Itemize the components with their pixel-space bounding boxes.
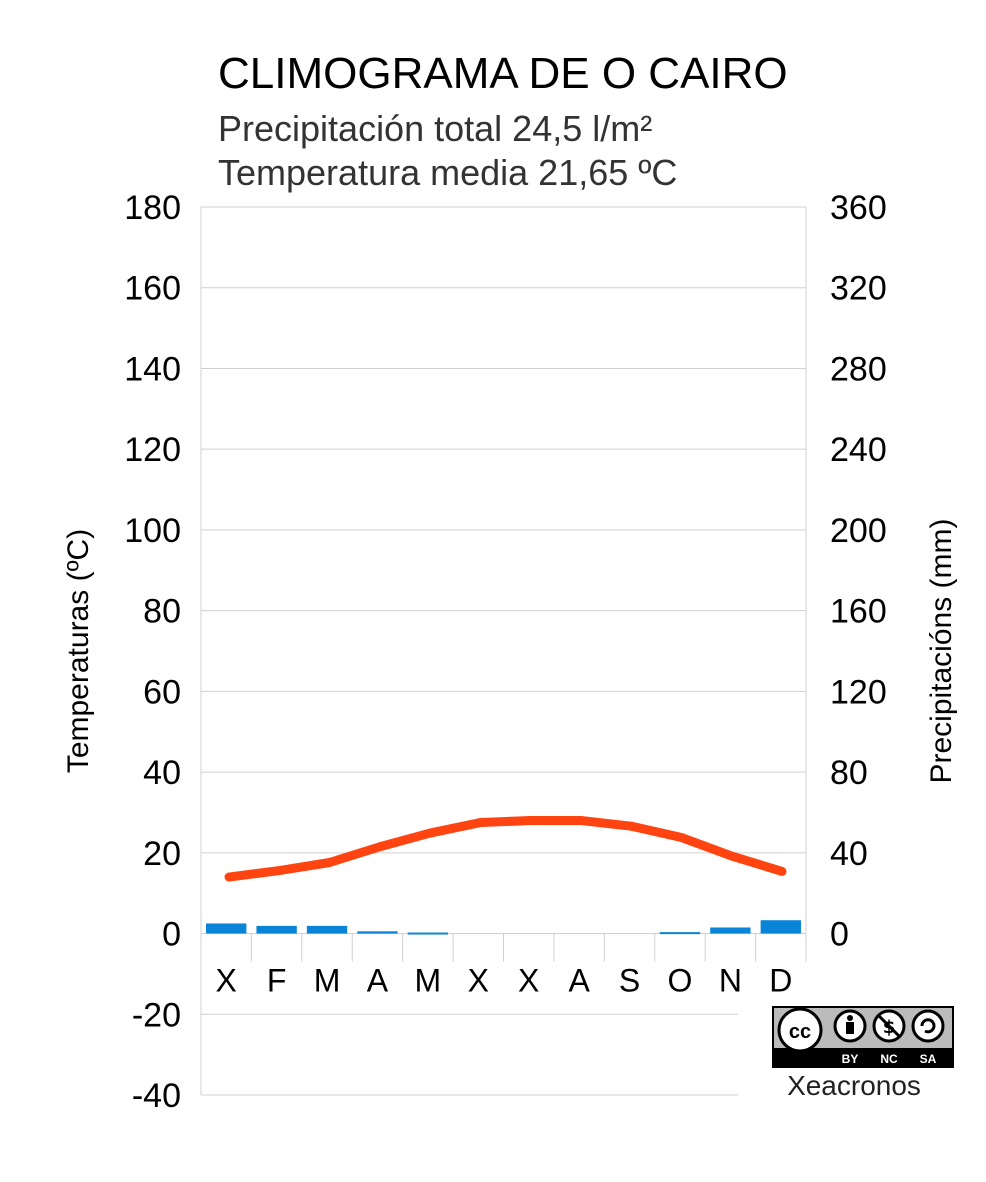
tick-labels: 180160140120100806040200-20-403603202802… [124, 189, 886, 1115]
x-tick-label: X [468, 963, 489, 999]
precipitation-bar [256, 925, 297, 934]
precipitation-bar [659, 932, 701, 935]
y-tick-right: 240 [830, 431, 887, 469]
precipitation-total-label: Precipitación total [218, 108, 503, 149]
temperature-line-segment [429, 818, 482, 838]
precipitation-total-value: 24,5 l/m² [512, 108, 653, 149]
y-tick-left: 80 [143, 593, 181, 631]
precipitation-bar [357, 931, 398, 934]
y-tick-left: 20 [143, 835, 181, 873]
y-tick-left: 60 [143, 673, 181, 711]
y-tick-left: -40 [132, 1077, 181, 1115]
temperature-point [626, 821, 636, 831]
license-author: Xeacronos [787, 1070, 921, 1101]
x-tick-label: A [568, 963, 590, 999]
temperature-point [224, 872, 234, 882]
precipitation-bar [306, 925, 348, 934]
y-axis-left-label: Temperaturas (ºC) [62, 529, 95, 773]
y-tick-right: 80 [830, 754, 868, 792]
chart-title: CLIMOGRAMA DE O CAIRO [218, 49, 788, 98]
temperature-point [727, 851, 737, 861]
temperature-point [676, 832, 686, 842]
temperature-line-segment [630, 821, 683, 842]
y-tick-left: -20 [132, 996, 181, 1034]
license-badge: cc $ BY NC SA Xeacronos [738, 1000, 970, 1112]
sa-text: SA [920, 1052, 937, 1066]
temperature-line-segment [278, 858, 331, 876]
temperature-line-segment [679, 833, 734, 861]
y-tick-right: 200 [830, 512, 887, 550]
y-tick-left: 180 [124, 189, 181, 227]
cc-text: cc [789, 1021, 811, 1043]
temperature-point [475, 818, 485, 828]
y-tick-left: 120 [124, 431, 181, 469]
temperature-point [777, 866, 787, 876]
x-tick-label: A [367, 963, 389, 999]
x-tick-label: M [314, 963, 341, 999]
temperature-line-segment [730, 851, 784, 876]
y-tick-right: 160 [830, 593, 887, 631]
y-tick-left: 160 [124, 270, 181, 308]
by-text: BY [842, 1052, 859, 1066]
temperature-line-segment [378, 828, 432, 852]
precipitation-bars [206, 920, 801, 935]
x-tick-label: F [267, 963, 287, 999]
x-tick-label: D [769, 963, 792, 999]
x-tick-label: N [719, 963, 742, 999]
precipitation-bar [760, 920, 801, 934]
x-tick-label: S [619, 963, 640, 999]
nc-text: NC [880, 1052, 898, 1066]
y-tick-right: 120 [830, 673, 887, 711]
temperature-line-layer [224, 816, 787, 882]
y-tick-left: 0 [162, 916, 181, 954]
temperature-line-segment [228, 866, 280, 882]
y-tick-right: 40 [830, 835, 868, 873]
temperature-mean-label: Temperatura media [218, 152, 529, 193]
temperature-point [375, 842, 385, 852]
y-tick-right: 280 [830, 350, 887, 388]
y-tick-right: 320 [830, 270, 887, 308]
y-tick-left: 140 [124, 350, 181, 388]
precipitation-bar [710, 927, 751, 934]
x-tick-label: X [216, 963, 237, 999]
precipitation-bar [206, 923, 247, 934]
temperature-point [325, 858, 335, 868]
temperature-mean: Temperatura media 21,65 ºC [218, 152, 677, 194]
grid-layer [200, 206, 807, 1096]
y-tick-right: 360 [830, 189, 887, 227]
temperature-point [274, 866, 284, 876]
x-tick-label: X [518, 963, 539, 999]
temperature-point [526, 816, 536, 826]
y-tick-right: 0 [830, 916, 849, 954]
y-axis-right-label: Precipitacións (mm) [925, 518, 958, 783]
temperature-line-segment [328, 842, 382, 867]
precipitation-bar [407, 932, 449, 935]
x-tick-label: O [668, 963, 693, 999]
temperature-point [425, 828, 435, 838]
x-tick-label: M [415, 963, 442, 999]
temperature-point [576, 816, 586, 826]
temperature-mean-value: 21,65 ºC [538, 152, 678, 193]
temperature-line-segment [580, 816, 632, 831]
temperature-line-segment [480, 816, 531, 828]
precipitation-total: Precipitación total 24,5 l/m² [218, 108, 652, 150]
cc-by-nc-sa-icon: cc $ BY NC SA [772, 1006, 954, 1068]
y-tick-left: 100 [124, 512, 181, 550]
y-tick-left: 40 [143, 754, 181, 792]
